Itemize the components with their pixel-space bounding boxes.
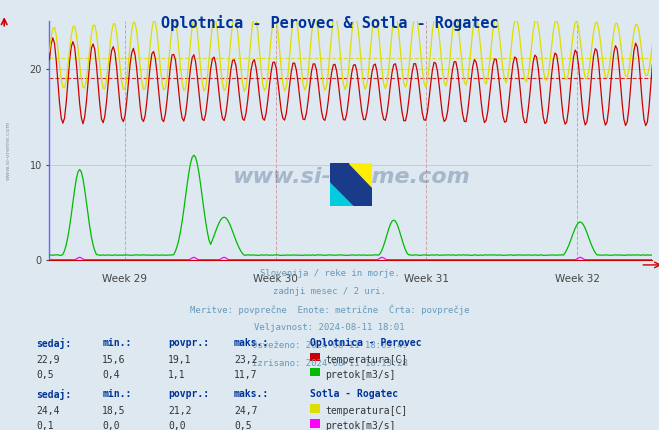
Text: Veljavnost: 2024-08-11 18:01: Veljavnost: 2024-08-11 18:01 bbox=[254, 323, 405, 332]
Text: Week 31: Week 31 bbox=[404, 274, 449, 285]
Text: 23,2: 23,2 bbox=[234, 355, 258, 365]
Text: 0,1: 0,1 bbox=[36, 421, 54, 430]
Polygon shape bbox=[330, 183, 353, 206]
Text: temperatura[C]: temperatura[C] bbox=[326, 406, 408, 416]
Text: 0,4: 0,4 bbox=[102, 370, 120, 380]
Text: 15,6: 15,6 bbox=[102, 355, 126, 365]
Text: 24,7: 24,7 bbox=[234, 406, 258, 416]
Text: min.:: min.: bbox=[102, 389, 132, 399]
Text: Slovenija / reke in morje.: Slovenija / reke in morje. bbox=[260, 269, 399, 278]
Text: Osveženo: 2024-08-11 18:09:49: Osveženo: 2024-08-11 18:09:49 bbox=[252, 341, 407, 350]
Text: min.:: min.: bbox=[102, 338, 132, 347]
Text: Week 29: Week 29 bbox=[102, 274, 148, 285]
Text: 11,7: 11,7 bbox=[234, 370, 258, 380]
Text: Izrisano: 2024-08-11 18:13:28: Izrisano: 2024-08-11 18:13:28 bbox=[252, 359, 407, 368]
Text: 22,9: 22,9 bbox=[36, 355, 60, 365]
Text: Week 30: Week 30 bbox=[253, 274, 298, 285]
Text: temperatura[C]: temperatura[C] bbox=[326, 355, 408, 365]
Text: Oplotnica - Perovec: Oplotnica - Perovec bbox=[310, 338, 421, 347]
Text: sedaj:: sedaj: bbox=[36, 338, 71, 349]
Text: 18,5: 18,5 bbox=[102, 406, 126, 416]
Text: 0,5: 0,5 bbox=[234, 421, 252, 430]
Text: 0,0: 0,0 bbox=[102, 421, 120, 430]
Text: Oplotnica - Perovec & Sotla - Rogatec: Oplotnica - Perovec & Sotla - Rogatec bbox=[161, 15, 498, 31]
Text: www.si-vreme.com: www.si-vreme.com bbox=[5, 121, 11, 180]
Text: pretok[m3/s]: pretok[m3/s] bbox=[326, 370, 396, 380]
Text: Meritve: povprečne  Enote: metrične  Črta: povprečje: Meritve: povprečne Enote: metrične Črta:… bbox=[190, 305, 469, 315]
Text: pretok[m3/s]: pretok[m3/s] bbox=[326, 421, 396, 430]
Text: maks.:: maks.: bbox=[234, 389, 269, 399]
Text: 0,0: 0,0 bbox=[168, 421, 186, 430]
Text: 19,1: 19,1 bbox=[168, 355, 192, 365]
Text: www.si-vreme.com: www.si-vreme.com bbox=[232, 166, 470, 187]
Text: sedaj:: sedaj: bbox=[36, 389, 71, 400]
Text: 1,1: 1,1 bbox=[168, 370, 186, 380]
Text: Week 32: Week 32 bbox=[554, 274, 600, 285]
Polygon shape bbox=[349, 163, 372, 187]
Text: maks.:: maks.: bbox=[234, 338, 269, 347]
Text: povpr.:: povpr.: bbox=[168, 389, 209, 399]
Text: 24,4: 24,4 bbox=[36, 406, 60, 416]
Text: 0,5: 0,5 bbox=[36, 370, 54, 380]
Text: 21,2: 21,2 bbox=[168, 406, 192, 416]
Text: zadnji mesec / 2 uri.: zadnji mesec / 2 uri. bbox=[273, 287, 386, 296]
Text: povpr.:: povpr.: bbox=[168, 338, 209, 347]
Text: Sotla - Rogatec: Sotla - Rogatec bbox=[310, 389, 398, 399]
